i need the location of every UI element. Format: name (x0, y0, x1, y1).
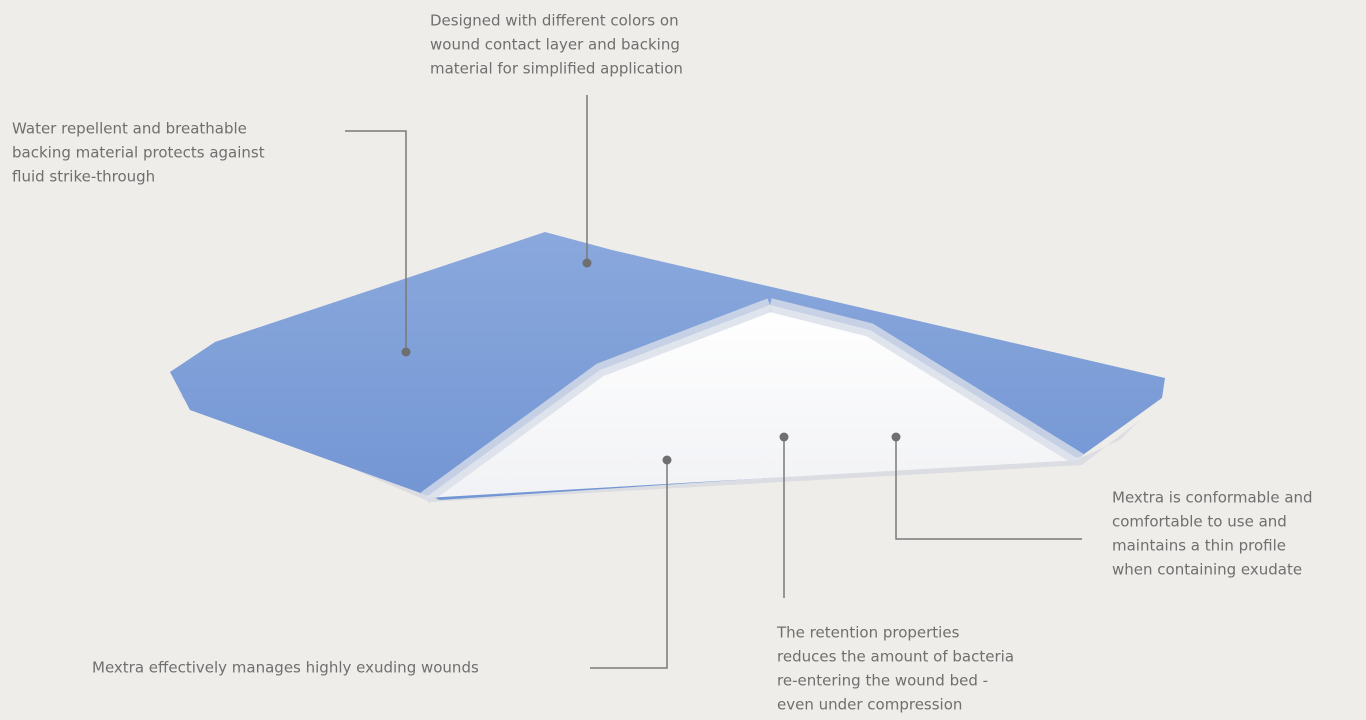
callout-line: re-entering the wound bed - (777, 672, 988, 690)
callout-line: Water repellent and breathable (12, 120, 247, 138)
callout-line: Mextra is conformable and (1112, 489, 1313, 507)
callout-line: The retention properties (776, 624, 960, 642)
leaders (345, 95, 1082, 669)
callout-line: reduces the amount of bacteria (777, 648, 1014, 666)
callout-line: when containing exudate (1112, 561, 1302, 579)
callout-line: material for simplified application (430, 60, 683, 78)
callout-line: Designed with different colors on (430, 12, 679, 30)
callout-line: backing material protects against (12, 144, 265, 162)
callout-texts: Designed with different colors on wound c… (12, 12, 1313, 714)
callout-line: wound contact layer and backing (430, 36, 680, 54)
callout-line: maintains a thin profile (1112, 537, 1286, 555)
dressing (170, 232, 1165, 504)
callout-line: Mextra effectively manages highly exudin… (92, 659, 479, 677)
callout-line: comfortable to use and (1112, 513, 1287, 531)
callout-line: even under compression (777, 696, 962, 714)
callout-line: fluid strike-through (12, 168, 155, 186)
